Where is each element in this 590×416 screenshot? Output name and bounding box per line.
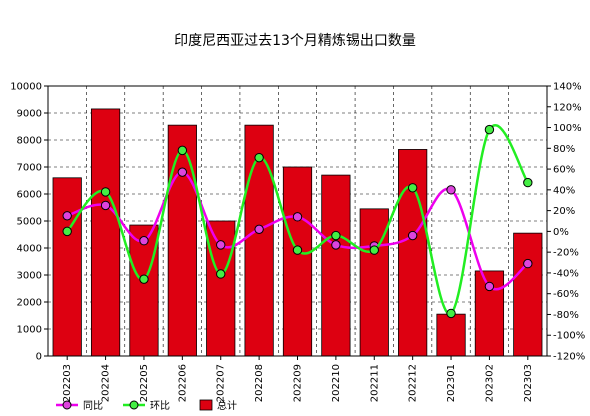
right-tick-label: 0% [553,227,569,238]
bar [167,124,197,357]
data-point [62,211,72,221]
right-tick-label: -80% [553,310,579,321]
bar [359,208,389,357]
data-point [62,226,72,237]
x-tick-label: 202303 [523,364,534,402]
right-tick-label: -60% [553,289,579,300]
x-tick-label: 202205 [139,364,150,402]
data-point [331,230,341,241]
x-tick-label: 202204 [101,364,112,402]
x-tick-label: 202209 [293,364,304,402]
bar [321,174,351,357]
x-tick-label: 202207 [216,364,227,402]
bar [436,313,466,357]
data-point [177,145,188,156]
right-tick-label: 100% [553,123,582,134]
chart-title: 印度尼西亚过去13个月精炼锡出口数量 [174,33,416,49]
x-tick-label: 202208 [254,364,265,402]
data-point [216,240,226,250]
bar [52,177,82,357]
data-point [446,308,456,319]
data-point [523,177,533,188]
left-tick-label: 10000 [10,82,42,93]
data-point [216,269,226,279]
x-tick-label: 202210 [331,364,342,402]
data-point [139,274,149,284]
data-point [292,245,303,255]
left-tick-label: 5000 [17,217,42,228]
data-point [292,212,303,222]
left-tick-label: 6000 [17,190,42,201]
legend: 同比 环比 总计 [56,399,237,412]
x-tick-label: 202212 [408,364,419,402]
bar [282,166,313,357]
data-point [369,245,379,255]
legend-label: 环比 [150,400,170,412]
legend-marker [62,400,72,410]
bar [129,224,159,357]
data-point [331,240,341,250]
right-tick-label: 140% [553,82,582,93]
data-point [254,152,264,163]
data-point [484,124,495,135]
left-tick-label: 8000 [17,136,42,147]
series-line [66,124,529,315]
data-point [139,236,149,246]
right-tick-label: -100% [553,331,585,342]
right-tick-label: 120% [553,102,582,113]
data-point [523,258,533,269]
bar [513,232,543,357]
data-point [100,200,111,211]
data-point [100,187,111,197]
right-tick-label: 20% [553,206,575,217]
data-point [446,185,456,195]
bar [398,149,428,357]
right-tick-label: -120% [553,352,585,363]
left-tick-label: 7000 [17,163,42,174]
left-tick-label: 9000 [17,109,42,120]
right-tick-label: -40% [553,268,579,279]
left-tick-label: 2000 [17,298,42,309]
data-point [407,183,418,193]
left-tick-label: 3000 [17,271,42,282]
legend-bar-swatch [199,399,213,411]
right-tick-label: 40% [553,185,575,196]
left-tick-label: 0 [36,352,42,363]
data-point [484,281,495,292]
legend-marker [129,400,139,410]
x-tick-label: 202302 [484,364,495,402]
data-point [254,224,264,235]
left-tick-label: 4000 [17,244,42,255]
left-tick-label: 1000 [17,325,42,336]
legend-label: 同比 [83,400,103,412]
x-tick-label: 202301 [446,364,457,402]
bar [244,124,274,357]
data-point [407,230,418,241]
x-tick-label: 202203 [62,364,73,402]
x-tick-label: 202206 [177,364,188,402]
right-tick-label: 60% [553,165,575,176]
legend-label: 总计 [217,399,237,412]
plot-area: 0 1000 2000 3000 4000 5000 6000 7000 8000 9000 100… [10,82,585,403]
data-point [177,167,188,177]
right-tick-label: 80% [553,144,575,155]
x-tick-label: 202211 [369,364,380,402]
right-tick-label: -20% [553,248,579,259]
bar [90,108,121,357]
